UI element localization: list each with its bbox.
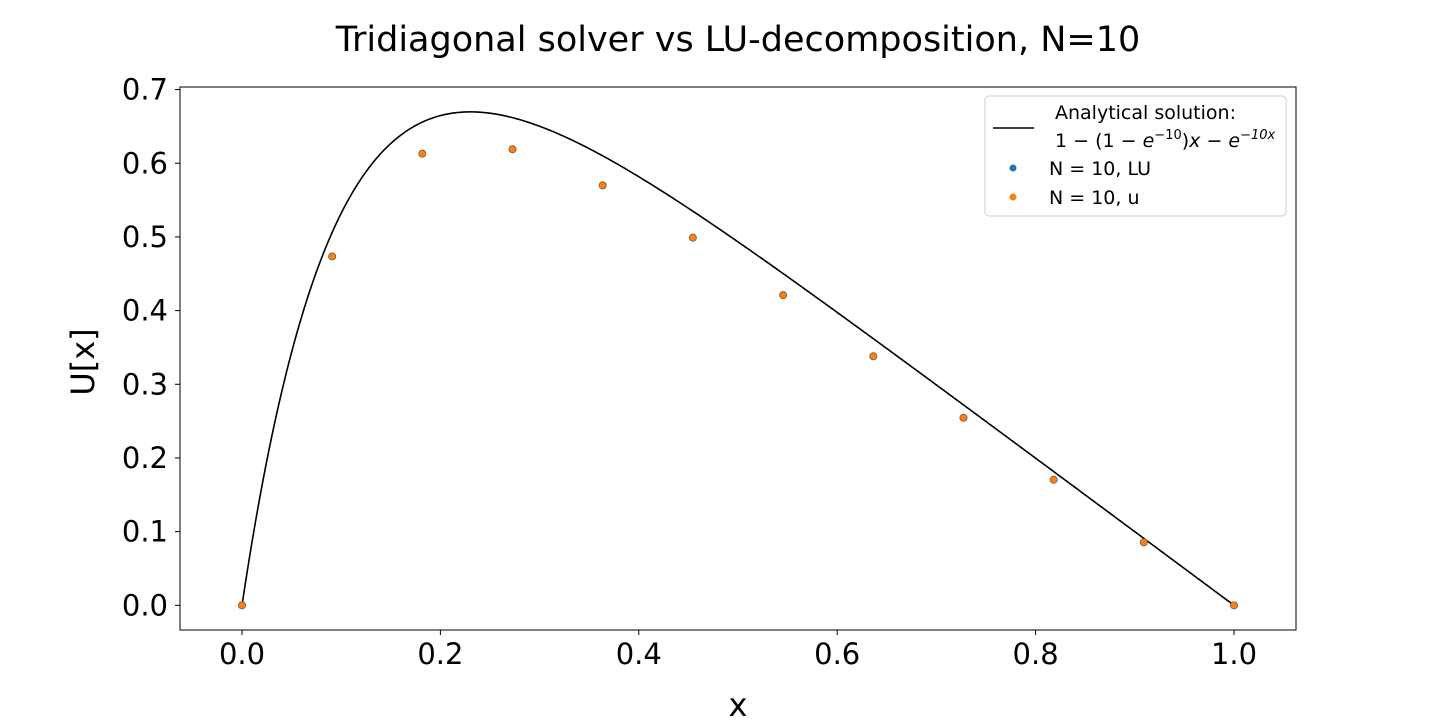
y-tick-label: 0.1 (122, 515, 168, 549)
y-tick-label: 0.2 (122, 441, 168, 475)
data-point (1230, 601, 1238, 610)
data-point (1140, 538, 1148, 547)
y-tick-label: 0.0 (122, 588, 168, 622)
analytical-solution-line (241, 111, 1235, 606)
y-tick-label: 0.6 (122, 146, 168, 180)
x-tick-label: 1.0 (1211, 637, 1257, 671)
x-tick-label: 0.6 (814, 637, 860, 671)
plot-frame (179, 86, 1297, 631)
x-tick-label: 0.4 (616, 637, 662, 671)
legend: Analytical solution: 1 − (1 − e−10)x − e… (984, 95, 1287, 217)
data-point (869, 352, 878, 361)
plot-area (238, 111, 1238, 610)
legend-box (984, 95, 1287, 217)
data-point (508, 145, 517, 154)
data-point (1049, 475, 1058, 484)
data-point (418, 149, 427, 158)
y-axis-label: U[x] (64, 328, 102, 395)
chart-title: Tridiagonal solver vs LU-decomposition, … (335, 20, 1141, 60)
x-tick-label: 0.0 (219, 637, 265, 671)
x-tick-label: 0.2 (417, 637, 463, 671)
legend-lu-label: N = 10, LU (1049, 158, 1151, 180)
data-point (328, 252, 336, 261)
data-point (689, 233, 697, 242)
y-tick-label: 0.5 (122, 220, 168, 254)
y-tick-label: 0.3 (122, 367, 168, 401)
y-tick-label: 0.7 (122, 73, 168, 107)
y-tick-label: 0.4 (122, 294, 168, 328)
legend-u-marker (1009, 193, 1017, 201)
legend-lu-marker (1009, 164, 1017, 172)
axis-ticks: 0.0 0.2 0.4 0.6 0.8 1.0 0.0 0.1 0.2 0.3 0.4 0.5 0.6 0… (122, 73, 1257, 671)
x-tick-label: 0.8 (1013, 637, 1059, 671)
data-point (959, 414, 968, 422)
data-point (598, 181, 607, 190)
legend-analytical-label: Analytical solution: (1055, 102, 1236, 124)
legend-u-label: N = 10, u (1049, 187, 1140, 209)
data-point (238, 601, 246, 610)
x-axis-label: x (729, 686, 748, 720)
data-point (779, 291, 787, 299)
series-u (238, 145, 1238, 610)
